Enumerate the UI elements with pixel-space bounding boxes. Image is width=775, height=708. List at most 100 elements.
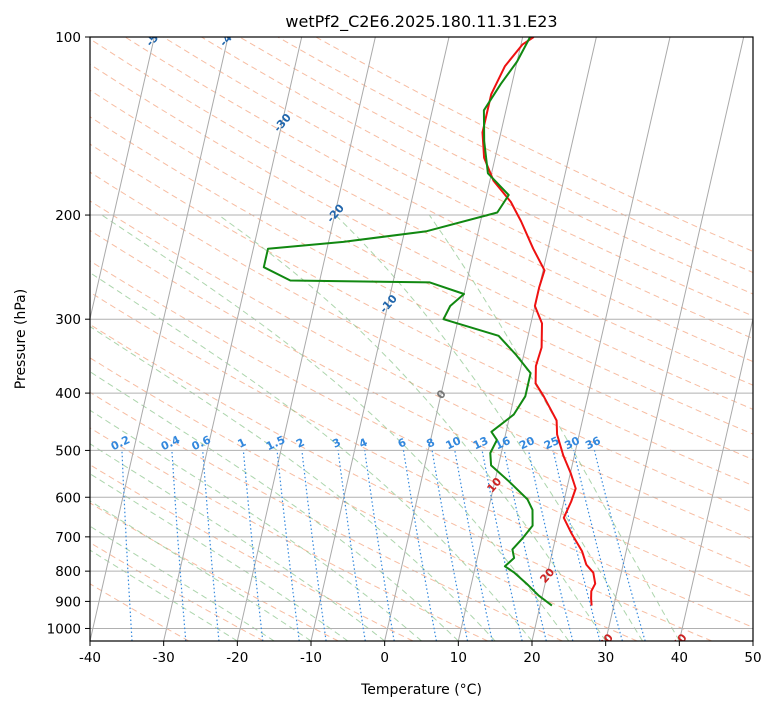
y-tick-label: 800 bbox=[55, 564, 81, 580]
mixing-ratio-line bbox=[276, 450, 300, 641]
isotherm-line bbox=[678, 316, 753, 641]
dry-adiabat bbox=[201, 37, 753, 317]
x-tick-label: 20 bbox=[523, 650, 540, 666]
chart-title: wetPf2_C2E6.2025.180.11.31.E23 bbox=[285, 12, 557, 32]
x-tick-label: -20 bbox=[226, 650, 248, 666]
mixing-ratio-label: 4 bbox=[357, 436, 370, 451]
dry-adiabat bbox=[90, 200, 753, 541]
y-tick-label: 100 bbox=[55, 30, 81, 46]
isotherm-line bbox=[384, 37, 524, 641]
x-tick-label: 40 bbox=[671, 650, 688, 666]
isotherm-value-label: 20 bbox=[537, 565, 557, 585]
dry-adiabat bbox=[315, 37, 753, 252]
y-tick-label: 600 bbox=[55, 490, 81, 506]
x-tick-label: -10 bbox=[300, 650, 322, 666]
x-tick-label: 10 bbox=[450, 650, 467, 666]
moist-adiabat bbox=[90, 549, 238, 641]
mixing-ratio-label: 25 bbox=[542, 434, 561, 452]
mixing-ratio-label: 1 bbox=[236, 436, 248, 451]
mixing-ratio-line bbox=[481, 450, 523, 641]
x-axis-label: Temperature (°C) bbox=[360, 682, 482, 698]
x-tick-label: -40 bbox=[79, 650, 101, 666]
isotherm-line bbox=[90, 37, 155, 321]
isotherm-value-label: -30 bbox=[271, 111, 294, 135]
mixing-ratio-label: 3 bbox=[330, 436, 342, 451]
isotherm-line bbox=[605, 37, 745, 641]
y-tick-label: 300 bbox=[55, 312, 81, 328]
y-axis-label: Pressure (hPa) bbox=[13, 289, 29, 389]
moist-adiabat bbox=[90, 443, 385, 641]
isotherm-line bbox=[457, 37, 597, 641]
dry-adiabat bbox=[90, 38, 753, 386]
isotherm-line bbox=[310, 37, 450, 641]
moist-adiabat bbox=[428, 214, 680, 641]
dry-adiabat bbox=[90, 583, 190, 641]
moist-adiabat bbox=[90, 525, 275, 641]
dry-adiabat bbox=[90, 143, 753, 487]
mixing-ratio-line bbox=[454, 450, 493, 641]
dry-adiabat bbox=[90, 260, 753, 598]
y-tick-label: 200 bbox=[55, 208, 81, 224]
isotherm-line bbox=[0, 37, 7, 641]
isotherm-line bbox=[752, 638, 753, 641]
moist-adiabat bbox=[101, 214, 570, 641]
isotherm-line bbox=[163, 37, 303, 641]
dry-adiabat bbox=[90, 464, 414, 641]
isotherm-value-label: -10 bbox=[377, 292, 400, 316]
moist-adiabat bbox=[90, 272, 533, 641]
moist-adiabat bbox=[90, 500, 312, 641]
moist-adiabat bbox=[218, 214, 607, 641]
mixing-ratio-line bbox=[593, 450, 646, 641]
isotherm-value-label: 40 bbox=[670, 631, 690, 651]
mixing-ratio-label: 30 bbox=[563, 434, 583, 452]
mixing-ratio-line bbox=[573, 450, 623, 641]
dry-adiabat bbox=[90, 229, 753, 569]
moist-adiabat bbox=[90, 325, 496, 641]
mixing-ratio-label: 36 bbox=[583, 434, 603, 452]
moist-adiabat bbox=[90, 409, 422, 641]
dry-adiabat bbox=[90, 323, 712, 641]
y-tick-label: 1000 bbox=[47, 621, 81, 637]
temperature-profile-line bbox=[481, 37, 597, 606]
mixing-ratio-line bbox=[402, 450, 437, 641]
dry-adiabat bbox=[90, 542, 264, 641]
mixing-ratio-line bbox=[552, 450, 601, 641]
dry-adiabat bbox=[90, 89, 753, 435]
isotherm-line bbox=[531, 37, 671, 641]
mixing-ratio-line bbox=[171, 450, 187, 641]
x-tick-label: 30 bbox=[597, 650, 614, 666]
mixing-ratio-line bbox=[301, 450, 327, 641]
dry-adiabat bbox=[90, 427, 488, 641]
dry-adiabat bbox=[90, 502, 339, 641]
moist-adiabat bbox=[90, 473, 349, 641]
mixing-ratio-line bbox=[431, 450, 469, 641]
plot-frame bbox=[89, 36, 754, 642]
isotherm-value-label: -20 bbox=[324, 201, 347, 225]
y-tick-label: 400 bbox=[55, 386, 81, 402]
isotherm-value-label: -70 bbox=[0, 25, 19, 49]
y-tick-label: 700 bbox=[55, 530, 81, 546]
y-tick-label: 500 bbox=[55, 443, 81, 459]
dry-adiabat bbox=[90, 116, 753, 461]
mixing-ratio-line bbox=[503, 450, 547, 641]
dry-adiabat bbox=[90, 63, 753, 410]
dry-adiabat bbox=[162, 37, 753, 340]
mixing-ratio-line bbox=[527, 450, 574, 641]
mixing-ratio-label: 13 bbox=[471, 434, 490, 452]
isotherm-value-label: 0 bbox=[434, 387, 449, 402]
dry-adiabat bbox=[90, 291, 753, 628]
x-tick-label: 50 bbox=[744, 650, 761, 666]
isotherm-line bbox=[90, 37, 229, 641]
moist-adiabat bbox=[335, 214, 643, 641]
mixing-ratio-line bbox=[337, 450, 366, 641]
mixing-ratio-label: 10 bbox=[444, 434, 464, 452]
dry-adiabat bbox=[90, 171, 753, 513]
y-tick-label: 900 bbox=[55, 594, 81, 610]
mixing-ratio-label: 20 bbox=[517, 434, 537, 452]
mixing-ratio-line bbox=[242, 450, 264, 641]
dewpoint-profile-line bbox=[262, 37, 553, 607]
mixing-ratio-label: 16 bbox=[493, 434, 513, 452]
x-tick-label: 0 bbox=[380, 650, 389, 666]
mixing-ratio-line bbox=[364, 450, 395, 641]
